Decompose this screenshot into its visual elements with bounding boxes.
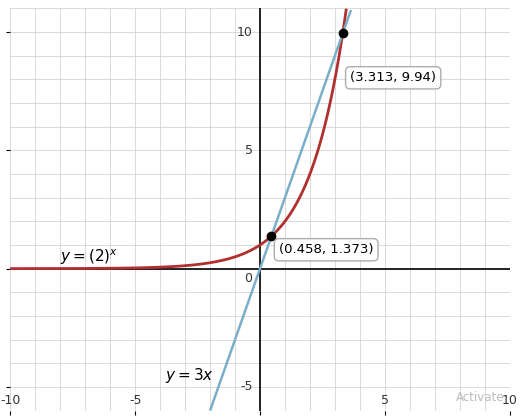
Text: 0: 0 (244, 272, 253, 285)
Text: (0.458, 1.373): (0.458, 1.373) (279, 243, 373, 256)
Text: (3.313, 9.94): (3.313, 9.94) (350, 71, 436, 84)
Text: 10: 10 (237, 26, 253, 39)
Text: Activate: Activate (456, 391, 504, 403)
Text: $y = (2)^x$: $y = (2)^x$ (60, 247, 119, 266)
Text: $y = 3x$: $y = 3x$ (165, 366, 214, 385)
Text: 10: 10 (502, 394, 517, 407)
Text: -5: -5 (240, 380, 253, 393)
Text: -5: -5 (129, 394, 141, 407)
Text: 5: 5 (244, 144, 253, 157)
Text: 5: 5 (381, 394, 389, 407)
Text: -10: -10 (0, 394, 21, 407)
